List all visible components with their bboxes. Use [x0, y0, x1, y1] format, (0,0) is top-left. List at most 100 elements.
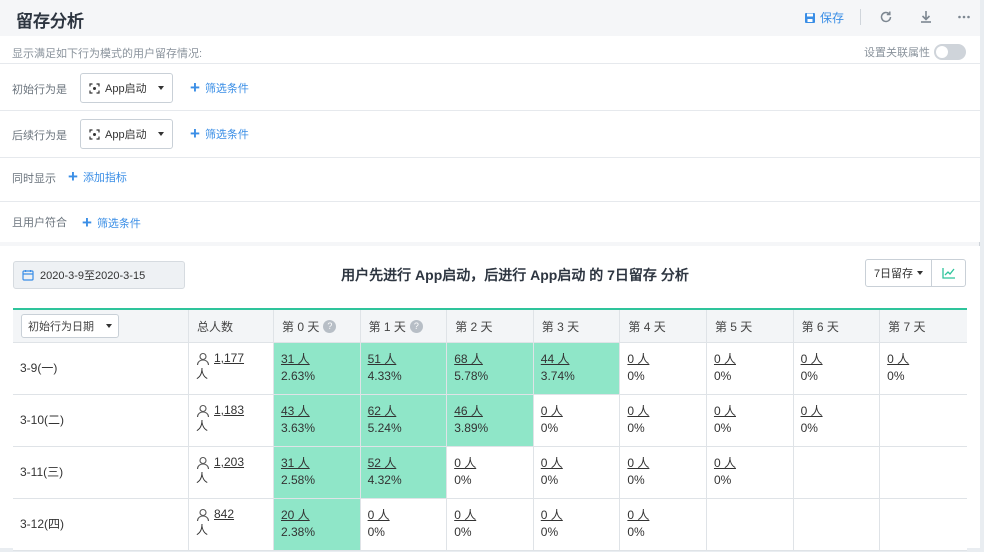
user-filter-label: 筛选条件 [96, 218, 141, 230]
line-chart-button[interactable] [931, 259, 966, 287]
retention-count-link[interactable]: 0 人 [800, 404, 823, 418]
more-icon[interactable] [955, 8, 973, 26]
analysis-title: 用户先进行 App启动，后进行 App启动 的 7日留存 分析 [341, 267, 689, 283]
relate-property-toggle[interactable] [934, 44, 966, 60]
retention-count-link[interactable]: 0 人 [454, 508, 477, 522]
row-date: 3-9(一) [13, 343, 189, 394]
followup-filter-button[interactable]: + 筛选条件 [190, 124, 249, 143]
retention-cell: 68 人 5.78% [447, 343, 534, 394]
retention-count-link[interactable]: 44 人 [540, 352, 570, 366]
chevron-down-icon [157, 132, 164, 136]
table-row: 3-9(一) 1,177 人 31 人 2.63% 51 人 4.33% 68 人 5.78% 4… [13, 343, 967, 395]
retention-percent: 2.63% [281, 369, 316, 383]
retention-count-link[interactable]: 0 人 [540, 456, 563, 470]
followup-event-select[interactable]: App启动 [80, 119, 173, 149]
retention-count-link[interactable]: 0 人 [800, 352, 823, 366]
total-users-link[interactable]: 1,183 [214, 403, 245, 417]
user-filter-button[interactable]: + 筛选条件 [82, 214, 141, 231]
retention-percent: 0% [800, 421, 818, 435]
refresh-icon[interactable] [877, 8, 895, 26]
retention-percent: 0% [713, 421, 732, 435]
retention-percent: 0% [540, 473, 559, 487]
relate-property-label: 设置关联属性 [864, 47, 930, 59]
save-icon [805, 12, 815, 23]
retention-count-link[interactable]: 52 人 [367, 456, 397, 470]
retention-count-link[interactable]: 0 人 [713, 456, 736, 470]
retention-count-link[interactable]: 43 人 [281, 404, 310, 418]
help-icon[interactable]: ? [409, 319, 423, 333]
retention-cell: 44 人 3.74% [533, 343, 621, 394]
retention-percent: 0% [713, 473, 732, 487]
retention-cell: 0 人 0% [707, 343, 794, 394]
retention-count-link[interactable]: 0 人 [540, 404, 563, 418]
initial-event-select[interactable]: App启动 [80, 73, 173, 103]
plus-icon: + [190, 78, 200, 97]
retention-count-link[interactable]: 31 人 [281, 352, 310, 366]
user-icon [196, 352, 210, 366]
retention-percent: 0% [540, 421, 559, 435]
retention-cell: 43 人 3.63% [274, 395, 361, 446]
retention-count-link[interactable]: 0 人 [627, 456, 650, 470]
save-button[interactable]: 保存 [804, 9, 844, 26]
total-users-link[interactable]: 1,203 [214, 455, 245, 469]
retention-percent: 4.33% [367, 369, 402, 383]
retention-cell: 0 人 0% [534, 447, 621, 498]
retention-cell [707, 499, 794, 550]
retention-percent: 0% [627, 421, 645, 435]
retention-count-link[interactable]: 51 人 [367, 352, 397, 366]
download-icon[interactable] [917, 8, 935, 26]
retention-count-link[interactable]: 0 人 [540, 508, 563, 522]
line-chart-icon [941, 268, 955, 279]
header-divider [860, 9, 861, 25]
retention-count-link[interactable]: 0 人 [627, 352, 650, 366]
subtitle-text: 显示满足如下行为模式的用户留存情况: [12, 48, 203, 60]
retention-count-link[interactable]: 0 人 [627, 508, 650, 522]
row-total: 1,203 人 [189, 447, 274, 498]
row-total: 842 人 [189, 499, 274, 550]
plus-icon: + [190, 124, 200, 143]
retention-percent: 3.89% [454, 421, 489, 435]
retention-cell: 0 人 0% [447, 447, 534, 498]
date-range-value: 2020-3-9至2020-3-15 [40, 270, 146, 282]
retention-cell: 0 人 0% [620, 447, 707, 498]
initial-filter-button[interactable]: + 筛选条件 [190, 78, 249, 97]
retention-count-link[interactable]: 68 人 [454, 352, 483, 366]
retention-count-link[interactable]: 20 人 [281, 508, 310, 522]
retention-cell: 52 人 4.32% [360, 447, 448, 498]
row-date: 3-11(三) [13, 447, 189, 498]
day-column-label: 第 0 天 [282, 319, 320, 334]
retention-table: 初始行为日期 总人数 第 0 天? 第 1 天? 第 2 天 第 3 天 第 4… [13, 308, 967, 551]
date-range-picker[interactable]: 2020-3-9至2020-3-15 [13, 261, 185, 289]
retention-percent: 0% [713, 369, 732, 383]
retention-cell: 46 人 3.89% [447, 395, 534, 446]
followup-event-label: 后续行为是 [12, 130, 67, 142]
retention-count-link[interactable]: 0 人 [713, 404, 736, 418]
retention-count-link[interactable]: 0 人 [713, 352, 736, 366]
user-match-row [0, 202, 980, 242]
retention-cell: 20 人 2.38% [274, 499, 361, 550]
save-label: 保存 [820, 11, 845, 25]
retention-percent: 3.63% [281, 421, 316, 435]
retention-period-select[interactable]: 7日留存 [865, 259, 932, 287]
retention-count-link[interactable]: 0 人 [454, 456, 477, 470]
total-users-unit: 人 [196, 523, 209, 537]
retention-count-link[interactable]: 0 人 [887, 352, 910, 366]
user-match-label: 且用户符合 [12, 217, 67, 229]
day-column-header: 第 6 天 [794, 310, 881, 342]
add-metric-button[interactable]: + 添加指标 [68, 168, 127, 185]
help-icon[interactable]: ? [323, 319, 337, 333]
initial-filter-label: 筛选条件 [204, 83, 249, 95]
retention-count-link[interactable]: 0 人 [627, 404, 650, 418]
retention-count-link[interactable]: 0 人 [367, 508, 390, 522]
date-column-select[interactable]: 初始行为日期 [21, 314, 119, 338]
show-also-label: 同时显示 [12, 173, 56, 185]
add-metric-label: 添加指标 [82, 172, 127, 184]
retention-count-link[interactable]: 62 人 [367, 404, 397, 418]
total-users-link[interactable]: 842 [214, 507, 235, 521]
retention-count-link[interactable]: 46 人 [454, 404, 483, 418]
total-users-link[interactable]: 1,177 [214, 351, 245, 365]
date-column-label: 初始行为日期 [28, 321, 94, 333]
retention-count-link[interactable]: 31 人 [281, 456, 310, 470]
page-title: 留存分析 [16, 12, 84, 31]
retention-cell [880, 447, 967, 498]
